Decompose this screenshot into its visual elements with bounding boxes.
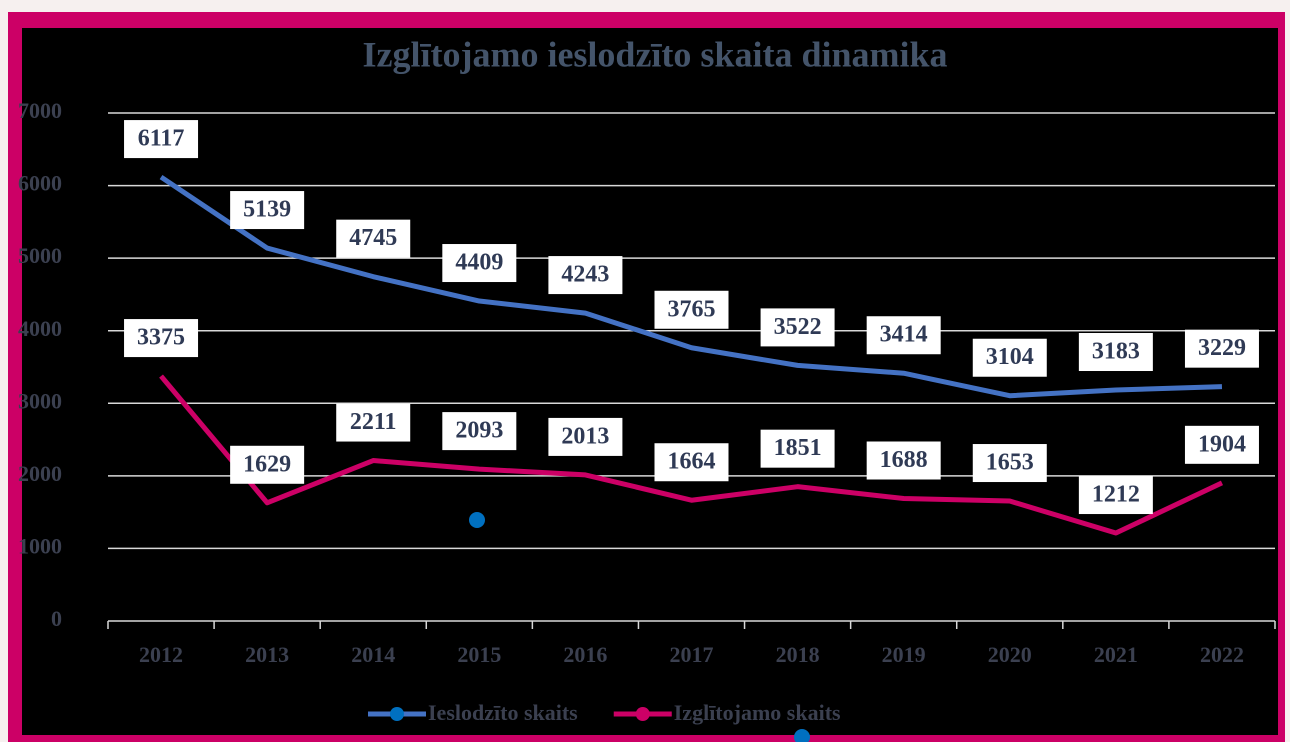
data-label-box <box>230 191 305 230</box>
chart-title: Izglītojamo ieslodzīto skaita dinamika <box>362 34 947 74</box>
data-label-box <box>230 445 305 484</box>
data-label-box <box>972 338 1047 377</box>
data-label-box <box>336 403 411 442</box>
data-label: 4243 <box>561 262 609 288</box>
y-tick-label: 5000 <box>18 243 62 268</box>
x-tick-label: 2018 <box>776 642 820 667</box>
data-label-box <box>1078 476 1153 515</box>
data-label: 3229 <box>1198 335 1246 361</box>
data-label: 3375 <box>137 325 185 351</box>
data-label-box <box>972 444 1047 483</box>
data-label-box <box>442 244 517 283</box>
y-tick-label: 7000 <box>18 98 62 123</box>
data-label: 2093 <box>455 418 503 444</box>
data-label: 6117 <box>138 126 185 152</box>
x-tick-label: 2021 <box>1094 642 1138 667</box>
data-label: 1851 <box>774 435 822 461</box>
data-label: 1212 <box>1092 482 1140 508</box>
data-label-box <box>124 319 199 358</box>
data-label: 3104 <box>986 344 1034 370</box>
data-label-box <box>1078 333 1153 372</box>
data-label-box <box>654 290 729 329</box>
decoration-dot <box>794 729 810 742</box>
data-label-box <box>654 443 729 482</box>
legend-marker <box>635 707 650 721</box>
data-label: 1653 <box>986 450 1034 476</box>
x-tick-label: 2022 <box>1200 642 1244 667</box>
data-label: 4745 <box>349 225 397 251</box>
legend-marker <box>390 707 404 721</box>
x-tick-label: 2016 <box>563 642 607 667</box>
x-tick-label: 2020 <box>988 642 1032 667</box>
data-label-box <box>336 219 411 258</box>
legend-label: Ieslodzīto skaits <box>428 700 578 725</box>
data-label: 3414 <box>880 322 928 348</box>
data-label: 4409 <box>455 250 503 276</box>
x-tick-label: 2017 <box>670 642 714 667</box>
data-label-box <box>760 308 835 347</box>
data-label-box <box>866 441 941 480</box>
legend-label: Izglītojamo skaits <box>674 700 841 725</box>
data-label: 3522 <box>774 314 822 340</box>
x-tick-label: 2014 <box>351 642 395 667</box>
data-label-box <box>124 120 199 159</box>
data-label: 1688 <box>880 447 928 473</box>
x-tick-label: 2013 <box>245 642 289 667</box>
y-tick-label: 1000 <box>18 533 62 558</box>
x-tick-label: 2015 <box>457 642 501 667</box>
series-line <box>159 175 1223 399</box>
y-tick-label: 3000 <box>18 388 62 413</box>
y-tick-label: 0 <box>51 606 62 631</box>
data-label: 5139 <box>243 197 291 223</box>
data-label: 3765 <box>668 296 716 322</box>
data-label-box <box>442 412 517 451</box>
series-line <box>159 374 1224 536</box>
data-label: 3183 <box>1092 339 1140 365</box>
decoration-dot <box>469 512 485 528</box>
y-tick-label: 4000 <box>18 316 62 341</box>
y-tick-label: 6000 <box>18 171 62 196</box>
data-label-box <box>548 417 623 456</box>
data-label-box <box>1184 329 1259 368</box>
data-label: 1904 <box>1198 431 1246 457</box>
data-label: 2211 <box>350 409 397 435</box>
y-tick-label: 2000 <box>18 461 62 486</box>
x-tick-label: 2019 <box>882 642 926 667</box>
data-label: 1629 <box>243 451 291 477</box>
x-tick-label: 2012 <box>139 642 183 667</box>
chart-area <box>22 28 1278 735</box>
data-label-box <box>1184 425 1259 464</box>
data-label-box <box>548 256 623 295</box>
data-label-box <box>760 429 835 468</box>
data-label-box <box>866 316 941 355</box>
data-label: 2013 <box>561 423 609 449</box>
data-label: 1664 <box>668 449 716 475</box>
